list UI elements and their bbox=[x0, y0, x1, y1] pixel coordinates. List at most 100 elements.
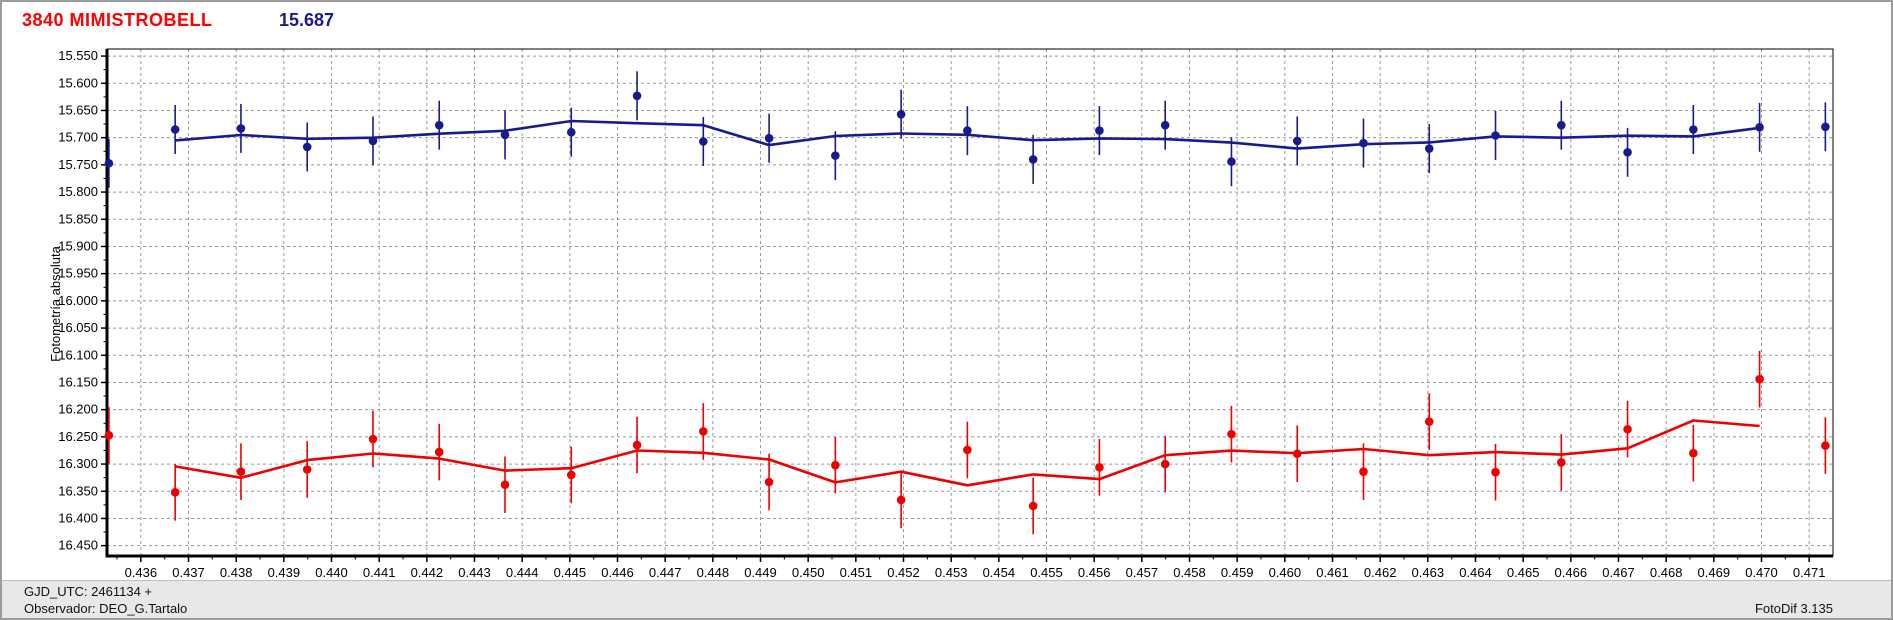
tick-labels: 0.436 0.437 0.438 0.439 0.440 0.441 0.442 0.443… bbox=[48, 48, 1825, 580]
y-tick-label: 15.900 bbox=[58, 238, 98, 253]
y-tick-label: 15.700 bbox=[58, 130, 98, 145]
data-point bbox=[104, 158, 114, 168]
x-tick-label: 0.462 bbox=[1364, 565, 1397, 580]
y-tick-label: 16.250 bbox=[58, 429, 98, 444]
data-point bbox=[170, 125, 180, 134]
x-tick-label: 0.437 bbox=[172, 565, 205, 580]
y-tick-label: 16.100 bbox=[58, 347, 98, 362]
y-tick-label: 15.550 bbox=[58, 48, 98, 63]
smoothed-line bbox=[174, 419, 1760, 487]
y-tick-label: 16.300 bbox=[58, 456, 98, 471]
data-point bbox=[963, 445, 972, 455]
data-point bbox=[1028, 155, 1038, 164]
x-tick-label: 0.450 bbox=[792, 565, 825, 580]
data-point bbox=[764, 477, 774, 487]
x-tick-label: 0.441 bbox=[363, 565, 396, 580]
x-tick-label: 0.469 bbox=[1698, 565, 1731, 580]
x-tick-label: 0.444 bbox=[506, 565, 539, 580]
y-tick-label: 16.450 bbox=[58, 538, 98, 553]
data-point bbox=[434, 120, 444, 130]
data-point bbox=[500, 130, 510, 140]
series-target-blue bbox=[104, 71, 1830, 188]
data-point bbox=[1821, 441, 1830, 450]
x-tick-label: 0.457 bbox=[1126, 565, 1159, 580]
data-point bbox=[1821, 122, 1830, 132]
data-point bbox=[1755, 123, 1764, 132]
x-tick-label: 0.466 bbox=[1555, 565, 1588, 580]
data-point bbox=[368, 434, 378, 444]
x-tick-label: 0.463 bbox=[1412, 565, 1445, 580]
object-designation: 3840 MIMISTROBELL bbox=[22, 10, 213, 30]
data-point bbox=[1028, 501, 1038, 511]
data-point bbox=[1359, 467, 1368, 476]
data-point bbox=[831, 151, 840, 160]
y-axis-label: Fotometría absoluta bbox=[48, 245, 63, 361]
data-point bbox=[1160, 120, 1170, 130]
data-point bbox=[368, 136, 378, 146]
data-point bbox=[1755, 374, 1764, 384]
data-point bbox=[699, 427, 708, 436]
data-point bbox=[302, 142, 312, 152]
y-tick-label: 15.950 bbox=[58, 266, 98, 281]
data-point bbox=[632, 91, 642, 101]
x-tick-label: 0.465 bbox=[1507, 565, 1540, 580]
y-tick-label: 15.850 bbox=[58, 211, 98, 226]
series-comparison-red bbox=[104, 350, 1830, 535]
x-tick-label: 0.456 bbox=[1078, 565, 1111, 580]
data-point bbox=[1491, 131, 1500, 140]
data-point bbox=[1623, 424, 1632, 434]
data-point bbox=[1689, 448, 1698, 458]
y-tick-label: 16.050 bbox=[58, 320, 98, 335]
data-point bbox=[302, 465, 312, 474]
data-point bbox=[566, 470, 576, 480]
data-point bbox=[1557, 458, 1566, 467]
x-tick-label: 0.438 bbox=[220, 565, 253, 580]
data-point bbox=[1424, 417, 1434, 426]
data-point bbox=[1424, 144, 1434, 153]
data-point bbox=[1623, 148, 1632, 157]
x-tick-label: 0.460 bbox=[1269, 565, 1302, 580]
x-tick-label: 0.448 bbox=[697, 565, 730, 580]
x-tick-label: 0.453 bbox=[935, 565, 968, 580]
x-tick-label: 0.452 bbox=[887, 565, 920, 580]
data-point bbox=[896, 109, 906, 119]
gjd-utc-label: GJD_UTC: 2461134 + bbox=[24, 584, 153, 599]
status-bar: GJD_UTC: 2461134 + Observador: DEO_G.Tar… bbox=[2, 580, 1891, 618]
y-tick-label: 15.600 bbox=[58, 75, 98, 90]
chart-header: 3840 MIMISTROBELL 15.687 bbox=[2, 10, 1891, 36]
x-tick-label: 0.449 bbox=[744, 565, 777, 580]
data-point bbox=[963, 126, 972, 135]
photometry-chart: 0.436 0.437 0.438 0.439 0.440 0.441 0.442 0.443… bbox=[48, 48, 1834, 580]
x-tick-label: 0.464 bbox=[1459, 565, 1492, 580]
x-tick-label: 0.447 bbox=[649, 565, 682, 580]
y-tick-label: 16.350 bbox=[58, 483, 98, 498]
x-tick-label: 0.458 bbox=[1173, 565, 1206, 580]
y-tick-label: 16.200 bbox=[58, 402, 98, 417]
data-point bbox=[170, 488, 180, 497]
data-point bbox=[1227, 429, 1236, 439]
data-point bbox=[831, 460, 840, 470]
data-point bbox=[236, 124, 246, 133]
x-tick-label: 0.455 bbox=[1030, 565, 1063, 580]
data-point bbox=[764, 133, 774, 143]
data-point bbox=[1095, 463, 1104, 472]
x-tick-label: 0.470 bbox=[1745, 565, 1778, 580]
x-tick-label: 0.468 bbox=[1650, 565, 1683, 580]
data-point bbox=[1359, 138, 1368, 148]
data-point bbox=[236, 467, 246, 476]
app-version-label: FotoDif 3.135 bbox=[1754, 601, 1833, 616]
data-point bbox=[500, 480, 510, 490]
data-point bbox=[566, 127, 576, 137]
data-point bbox=[1491, 467, 1500, 477]
data-point bbox=[104, 430, 114, 440]
data-point bbox=[1160, 459, 1170, 469]
data-point bbox=[1227, 157, 1236, 166]
y-tick-label: 15.800 bbox=[58, 184, 98, 199]
grid-lines bbox=[107, 49, 1833, 556]
x-tick-label: 0.440 bbox=[315, 565, 348, 580]
y-tick-label: 15.750 bbox=[58, 157, 98, 172]
x-tick-label: 0.459 bbox=[1221, 565, 1254, 580]
y-tick-label: 16.000 bbox=[58, 293, 98, 308]
x-tick-label: 0.443 bbox=[458, 565, 491, 580]
